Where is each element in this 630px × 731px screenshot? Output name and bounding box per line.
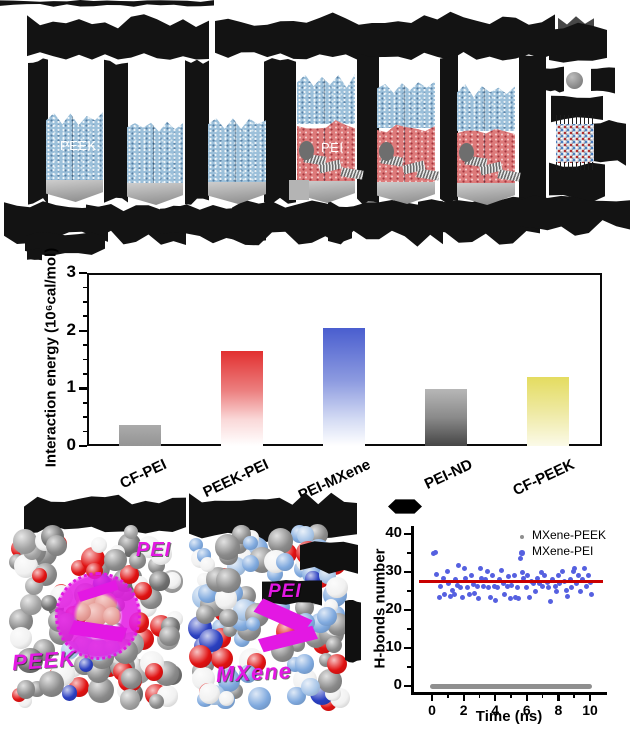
hb-x-minor-tick: [542, 694, 544, 698]
series-mxene-pei-point: [485, 569, 490, 574]
series-mxene-pei-point: [582, 566, 587, 571]
panel-label-blob: [388, 498, 422, 515]
series-mxene-pei-point: [572, 566, 577, 571]
hb-x-axis-line: [411, 692, 607, 695]
hb-y-major-tick: [404, 533, 411, 535]
hb-x-major-tick: [557, 694, 559, 701]
series-mxene-pei-point: [515, 585, 520, 590]
series-mxene-pei-point: [525, 573, 530, 578]
hb-x-major-tick: [431, 694, 433, 701]
series-mxene-pei-point: [490, 573, 495, 578]
hb-y-minor-tick: [407, 666, 411, 668]
series-mxene-pei-point: [578, 589, 583, 594]
series-mxene-pei-point: [506, 574, 511, 579]
hb-x-tick-label: 10: [578, 702, 602, 718]
hb-x-minor-tick: [479, 694, 481, 698]
series-mxene-pei-point: [472, 591, 477, 596]
series-mxene-pei-point: [476, 596, 481, 601]
hb-y-minor-tick: [407, 552, 411, 554]
series-mxene-pei-point: [508, 596, 513, 601]
series-mxene-pei-point: [499, 568, 504, 573]
series-mxene-pei-point: [560, 569, 565, 574]
series-mxene-pei-point: [465, 585, 470, 590]
series-mxene-pei-point: [565, 594, 570, 599]
series-mxene-pei-point: [509, 583, 514, 588]
hb-y-tick-label: 0: [374, 676, 402, 693]
series-mxene-pei-point: [586, 573, 591, 578]
hbonds-scatter-chart: H-bonds number Time (ns) MXene-PEEK MXen…: [0, 0, 630, 731]
series-mxene-pei-point: [475, 584, 480, 589]
series-mxene-pei-point: [540, 584, 545, 589]
series-mxene-pei-point: [546, 585, 551, 590]
mean-line: [419, 580, 602, 583]
series-mxene-pei-point: [512, 573, 517, 578]
hb-x-minor-tick: [510, 694, 512, 698]
series-mxene-pei-point: [438, 584, 443, 589]
series-mxene-pei-point: [527, 595, 532, 600]
legend-label-mxene-pei: MXene-PEI: [532, 544, 593, 558]
series-mxene-pei-point: [469, 573, 474, 578]
series-mxene-pei-point: [442, 592, 447, 597]
series-mxene-pei-point: [458, 585, 463, 590]
series-mxene-pei-point: [481, 584, 486, 589]
series-mxene-pei-point: [516, 596, 521, 601]
series-mxene-pei-point: [520, 570, 525, 575]
figure-root: PEEKPEI Interaction energy (10⁶cal/mol) …: [0, 0, 630, 731]
hb-y-tick-label: 30: [374, 562, 402, 579]
series-mxene-pei-point: [434, 572, 439, 577]
series-mxene-pei-point: [564, 588, 569, 593]
hb-y-tick-label: 40: [374, 524, 402, 541]
legend-dot-mxene-peek: [520, 535, 524, 539]
legend-label-mxene-peek: MXene-PEEK: [532, 528, 606, 542]
hb-y-tick-label: 20: [374, 600, 402, 617]
hb-y-axis-line: [411, 526, 414, 694]
hb-y-tick-label: 10: [374, 638, 402, 655]
series-mxene-pei-point: [452, 592, 457, 597]
hb-y-major-tick: [404, 609, 411, 611]
hb-x-major-tick: [463, 694, 465, 701]
series-mxene-pei-point: [533, 589, 538, 594]
series-mxene-pei-point: [518, 556, 523, 561]
series-mxene-pei-point: [433, 550, 438, 555]
series-mxene-pei-point: [548, 599, 553, 604]
hb-y-minor-tick: [407, 628, 411, 630]
legend-dot-mxene-pei: [519, 550, 525, 556]
series-mxene-pei-point: [569, 585, 574, 590]
hb-x-tick-label: 4: [483, 702, 507, 718]
hb-x-major-tick: [589, 694, 591, 701]
series-mxene-peek-line: [430, 684, 592, 689]
series-mxene-pei-point: [460, 595, 465, 600]
series-mxene-pei-point: [478, 566, 483, 571]
series-mxene-pei-point: [493, 598, 498, 603]
hb-y-major-tick: [404, 571, 411, 573]
series-mxene-pei-point: [437, 595, 442, 600]
hb-x-tick-label: 0: [420, 702, 444, 718]
series-mxene-pei-point: [589, 592, 594, 597]
hb-y-major-tick: [404, 685, 411, 687]
hb-x-minor-tick: [573, 694, 575, 698]
hb-x-tick-label: 2: [452, 702, 476, 718]
hb-x-tick-label: 8: [546, 702, 570, 718]
series-mxene-pei-point: [502, 592, 507, 597]
hb-y-minor-tick: [407, 590, 411, 592]
hb-x-major-tick: [494, 694, 496, 701]
hb-x-minor-tick: [447, 694, 449, 698]
series-mxene-pei-point: [445, 569, 450, 574]
series-mxene-pei-point: [495, 585, 500, 590]
hb-x-tick-label: 6: [515, 702, 539, 718]
series-mxene-pei-point: [456, 563, 461, 568]
series-mxene-pei-point: [462, 566, 467, 571]
series-mxene-pei-point: [554, 589, 559, 594]
series-mxene-pei-point: [524, 585, 529, 590]
hb-x-major-tick: [526, 694, 528, 701]
series-mxene-pei-point: [486, 585, 491, 590]
series-mxene-pei-point: [542, 573, 547, 578]
series-mxene-pei-point: [488, 595, 493, 600]
hb-y-major-tick: [404, 647, 411, 649]
